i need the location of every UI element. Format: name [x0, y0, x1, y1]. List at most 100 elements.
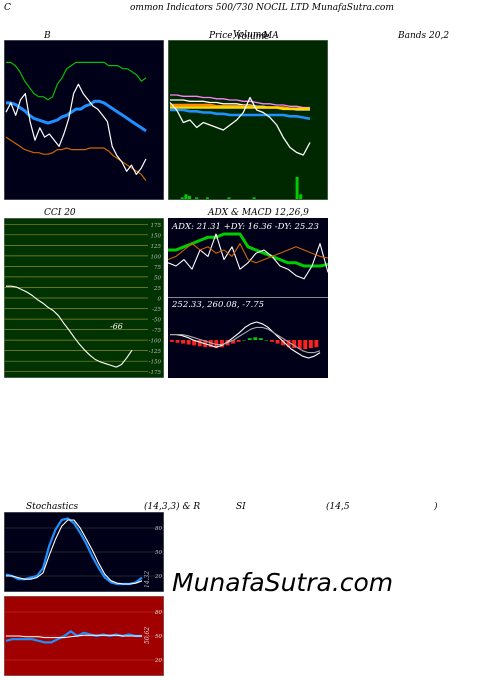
cci-last-value: -66: [110, 322, 123, 331]
macd-histogram-bar: [186, 340, 191, 345]
volume-bar: [184, 194, 188, 199]
adx-values: ADX: 21.31 +DY: 16.36 -DY: 25.23: [172, 222, 319, 232]
price-background: [168, 40, 328, 200]
price-volume-chart: [168, 40, 328, 200]
adx-chart: [168, 232, 328, 298]
volume-bar: [187, 195, 191, 199]
stoch-params-label: (14,3,3) & R: [144, 502, 201, 512]
watermark: MunafaSutra.com: [172, 568, 394, 597]
cci-tick-label: 25: [153, 286, 161, 292]
rsi-params-label: (14,5: [326, 502, 350, 512]
bollinger-upper-band-line: [6, 61, 147, 101]
macd-values: 252.33, 260.08, -7.75: [172, 300, 265, 310]
macd-histogram-bar: [270, 340, 274, 342]
cci-label: CCI 20: [44, 208, 76, 218]
macd-histogram-bar: [308, 340, 313, 349]
rsi-tick-label: 80: [155, 610, 162, 616]
rsi-tick-label: 50: [155, 634, 162, 640]
bollinger-price-line: [5, 83, 147, 175]
rsi-panel: 80 50 20 50.62: [4, 596, 164, 676]
cci-tick-label: -125: [149, 349, 162, 355]
macd-histogram-bar: [236, 340, 241, 342]
macd-histogram-bar: [242, 340, 247, 341]
volume-bar: [195, 197, 199, 199]
macd-histogram-bar: [275, 340, 280, 344]
macd-histogram-bar: [258, 338, 263, 340]
stochastics-tick-label: 50: [155, 550, 162, 556]
adx-macd-panel: ADX: 21.31 +DY: 16.36 -DY: 25.23 252.33,…: [168, 218, 328, 378]
stoch-label: Stochastics: [26, 502, 79, 512]
rsi-signal-line: [6, 634, 142, 639]
macd-chart: [170, 321, 321, 359]
macd-histogram-bar: [264, 340, 269, 341]
rsi-tick-label: 20: [154, 658, 162, 664]
volume-bar: [205, 197, 209, 199]
macd-histogram-bar: [253, 337, 258, 340]
price-ma-4-line: [170, 106, 310, 111]
rsi-close-paren: ): [434, 502, 438, 512]
volume-bar: [252, 197, 256, 199]
stochastics-tick-label: 80: [155, 526, 162, 532]
cci-tick-label: -25: [152, 307, 161, 313]
macd-histogram-bar: [281, 340, 285, 346]
rsi-chart: 80 50 20 50.62: [4, 596, 164, 676]
rsi-label: SI: [236, 502, 246, 512]
volume-label-1: Volume: [233, 30, 267, 40]
stochastics-pct-D-line: [6, 519, 143, 585]
bollinger-chart: [4, 40, 164, 200]
volume-bar: [299, 194, 303, 199]
macd-histogram-bar: [170, 340, 174, 342]
cci-tick-label: 175: [151, 223, 162, 229]
bollinger-label-right: Bands 20,2: [398, 31, 450, 41]
macd-histogram-bar: [297, 340, 302, 349]
price-ma-1-line: [170, 94, 310, 109]
adx-macd-label: ADX & MACD 12,26,9: [208, 208, 309, 218]
cci-tick-label: 75: [154, 265, 161, 271]
cci-tick-label: 150: [151, 233, 162, 239]
macd-histogram-bar: [286, 340, 291, 348]
cci-tick-label: -175: [149, 370, 162, 376]
adx-plus-di-line: [168, 233, 328, 280]
macd-histogram-bar: [231, 340, 235, 344]
volume-bar: [180, 197, 184, 199]
ma-label: MA: [263, 31, 279, 41]
cci-tick-label: 50: [154, 275, 161, 281]
price-ma-5-line: [170, 108, 311, 121]
bollinger-lower-band-line: [5, 136, 147, 182]
cci-tick-label: -50: [152, 318, 161, 324]
macd-histogram-bar: [314, 340, 319, 348]
cci-tick-label: -75: [152, 328, 161, 334]
macd-macd-line: [170, 321, 321, 359]
macd-histogram-bar: [175, 340, 180, 343]
macd-histogram-bar: [192, 340, 197, 346]
macd-histogram-bar: [247, 338, 252, 340]
volume-bar: [295, 177, 299, 199]
cci-tick-label: -100: [149, 339, 162, 345]
macd-histogram-bar: [208, 340, 213, 348]
bollinger-panel: [4, 40, 164, 200]
cci-tick-label: 125: [151, 244, 162, 250]
cci-line: [6, 285, 133, 368]
macd-histogram-bar: [197, 340, 202, 347]
adx-adx-line: [168, 232, 328, 268]
macd-histogram-bar: [181, 340, 185, 344]
macd-histogram-bar: [220, 340, 224, 348]
stochastics-panel: 80 50 20 14.32: [4, 512, 164, 592]
chart-title: ommon Indicators 500/730 NOCIL LTD Munaf…: [130, 3, 394, 13]
stochastics-tick-label: 20: [154, 574, 162, 580]
price-label: Price,: [209, 31, 236, 41]
volume-bar: [227, 197, 231, 199]
macd-signal-line: [170, 326, 321, 354]
macd-histogram-bar: [292, 340, 297, 349]
price-price-line: [169, 96, 311, 156]
stochastics-last-value: 14.32: [144, 571, 151, 588]
price-volume-panel: [168, 40, 328, 200]
cci-tick-label: 0: [158, 297, 162, 303]
chart-prefix-label: C: [4, 3, 11, 13]
bollinger-background: [4, 40, 164, 200]
bollinger-label-left: B: [44, 31, 51, 41]
volume-label-2: Volume: [236, 32, 270, 42]
cci-tick-label: -150: [149, 360, 162, 366]
cci-panel: 175 150 125 100 75 50 25 0 -25 -50 -75 -100 -125 -150…: [4, 218, 164, 378]
